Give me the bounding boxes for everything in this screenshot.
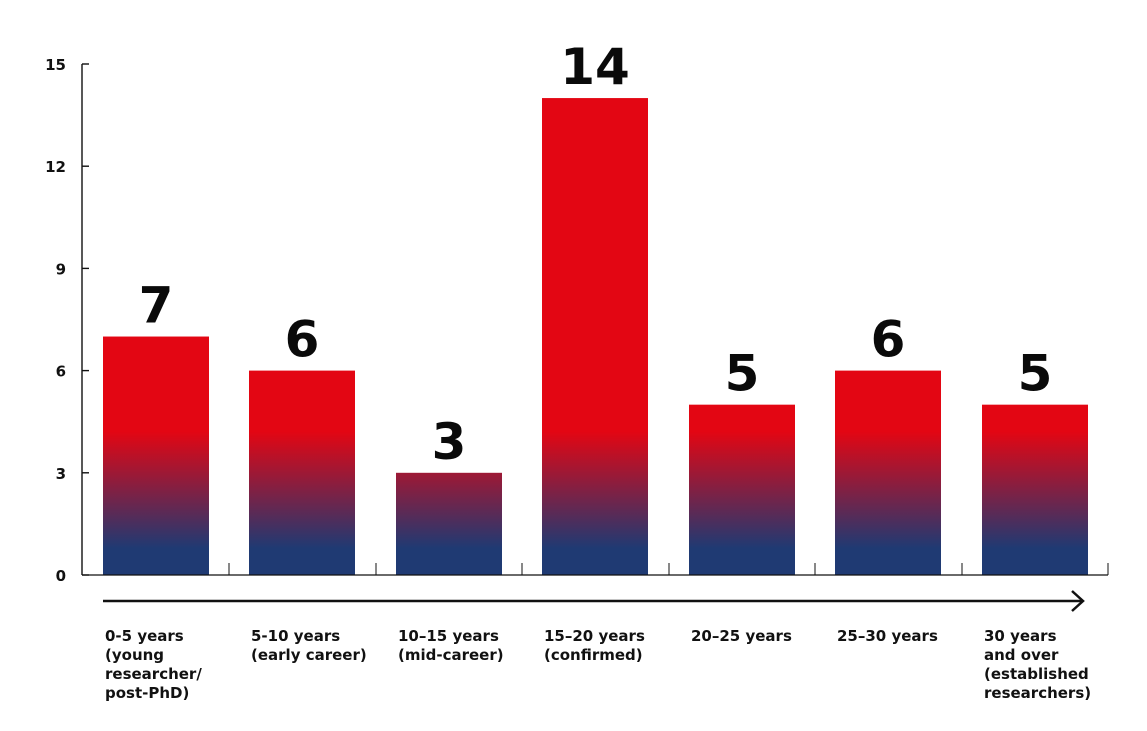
bar-3 [542,98,648,576]
data-label-6: 5 [1018,345,1053,403]
category-label-0: 0-5 years (young researcher/post-PhD) [105,627,202,702]
y-tick-label-2: 6 [56,363,66,381]
bar-6 [982,404,1088,575]
bar-0 [103,336,209,575]
y-tick-label-3: 9 [56,260,66,278]
y-tick-label-1: 3 [56,465,66,483]
data-label-1: 6 [285,311,320,369]
data-label-3: 14 [560,38,630,96]
bar-2 [396,472,502,575]
data-label-2: 3 [432,413,467,471]
y-tick-label-5: 15 [45,56,66,74]
y-tick-label-4: 12 [45,158,66,176]
bar-5 [835,370,941,575]
category-label-4: 20–25 years [691,627,792,645]
data-label-4: 5 [725,345,760,403]
data-label-5: 6 [871,311,906,369]
category-label-1: 5-10 years (early career) [251,627,367,664]
data-label-0: 7 [139,277,174,335]
bar-1 [249,370,355,575]
category-label-6: 30 years and over (established researchers) [984,627,1091,702]
timeline-arrow-head [1071,590,1085,612]
y-tick-label-0: 0 [56,567,66,585]
category-label-2: 10–15 years (mid-career) [398,627,504,664]
category-label-5: 25–30 years [837,627,938,645]
bar-4 [689,404,795,575]
category-label-3: 15–20 years (confirmed) [544,627,645,664]
